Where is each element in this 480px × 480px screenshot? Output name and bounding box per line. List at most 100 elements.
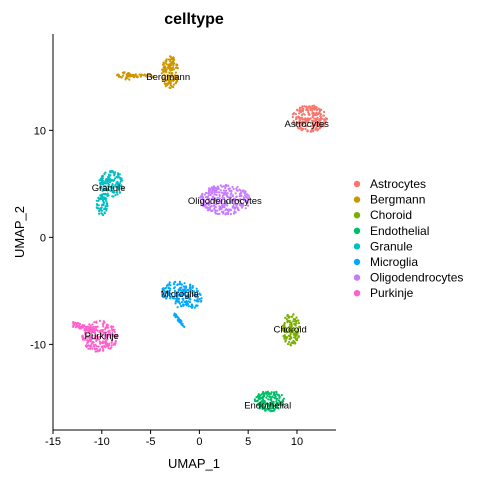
data-point <box>98 349 101 352</box>
data-point <box>162 293 165 296</box>
data-point <box>275 398 278 401</box>
data-point <box>293 328 296 332</box>
data-point <box>111 333 114 336</box>
data-point <box>206 202 209 205</box>
data-point <box>106 187 109 190</box>
data-point <box>320 124 323 127</box>
data-point <box>163 82 166 85</box>
data-point <box>196 296 199 299</box>
data-point <box>312 130 315 133</box>
data-point <box>110 338 114 341</box>
data-point <box>242 196 245 199</box>
data-point <box>278 400 281 403</box>
data-point <box>115 191 118 194</box>
data-point <box>290 315 293 318</box>
data-point <box>225 189 228 192</box>
data-point <box>295 330 298 333</box>
data-point <box>222 212 225 215</box>
data-point <box>174 81 178 84</box>
data-point <box>164 59 167 63</box>
data-point <box>160 290 164 293</box>
data-point <box>294 113 297 116</box>
data-point <box>174 300 177 303</box>
data-point <box>170 64 173 67</box>
data-point <box>247 204 250 207</box>
data-point <box>211 209 214 212</box>
data-point <box>301 118 304 121</box>
data-point <box>172 75 175 78</box>
data-point <box>84 344 87 347</box>
data-point <box>177 288 180 291</box>
data-point <box>116 172 120 175</box>
data-point <box>98 331 101 334</box>
data-point <box>111 179 114 182</box>
data-point <box>188 297 191 300</box>
legend-item-oligodendrocytes: Oligodendrocytes <box>353 271 463 285</box>
data-point <box>236 198 239 202</box>
legend-label: Oligodendrocytes <box>370 271 463 285</box>
legend-label: Choroid <box>370 208 412 222</box>
data-point <box>111 184 114 187</box>
data-point <box>257 397 260 400</box>
data-point <box>104 185 107 188</box>
data-point <box>111 328 114 331</box>
data-point <box>84 331 87 334</box>
legend-label: Endothelial <box>370 224 429 238</box>
data-point <box>211 192 214 195</box>
data-point <box>190 306 194 309</box>
data-point <box>169 66 172 69</box>
data-point <box>91 334 94 337</box>
data-point <box>101 189 104 192</box>
data-point <box>191 304 194 307</box>
data-point <box>109 186 112 189</box>
data-point <box>207 203 210 207</box>
data-point <box>244 190 247 193</box>
data-point <box>105 343 108 346</box>
data-point <box>314 119 317 122</box>
data-point <box>191 290 194 293</box>
data-point <box>317 122 320 126</box>
data-point <box>105 331 108 334</box>
data-point <box>216 196 219 199</box>
data-point <box>122 72 125 75</box>
series-granule <box>95 170 125 217</box>
x-tick-label: -15 <box>45 436 61 448</box>
data-point <box>94 350 97 353</box>
data-point <box>188 290 191 293</box>
data-point <box>283 324 286 327</box>
data-point <box>97 199 100 202</box>
data-point <box>287 316 290 319</box>
data-point <box>87 344 90 347</box>
y-tick-label: 0 <box>40 232 46 244</box>
data-point <box>263 392 266 395</box>
data-point <box>256 394 260 398</box>
data-point <box>294 324 297 327</box>
data-point <box>200 201 203 204</box>
data-point <box>232 187 235 191</box>
legend-key <box>353 290 361 297</box>
data-point <box>306 109 310 112</box>
data-point <box>268 395 271 398</box>
data-point <box>311 111 315 114</box>
data-point <box>313 123 317 126</box>
data-point <box>295 322 298 325</box>
data-point <box>217 191 220 194</box>
data-point <box>95 347 98 350</box>
data-point <box>242 198 245 201</box>
data-point <box>183 290 186 293</box>
data-point <box>278 403 281 406</box>
data-point <box>167 287 170 290</box>
data-point <box>195 304 198 307</box>
data-point <box>266 394 269 397</box>
data-point <box>192 294 196 297</box>
data-point <box>297 327 300 330</box>
data-point <box>108 347 111 350</box>
data-point <box>165 79 169 82</box>
x-axis-title: UMAP_1 <box>168 456 220 471</box>
data-point <box>101 342 105 345</box>
data-point <box>121 74 125 77</box>
data-point <box>304 127 307 131</box>
data-point <box>216 209 219 212</box>
data-point <box>87 339 91 342</box>
data-point <box>293 327 296 330</box>
